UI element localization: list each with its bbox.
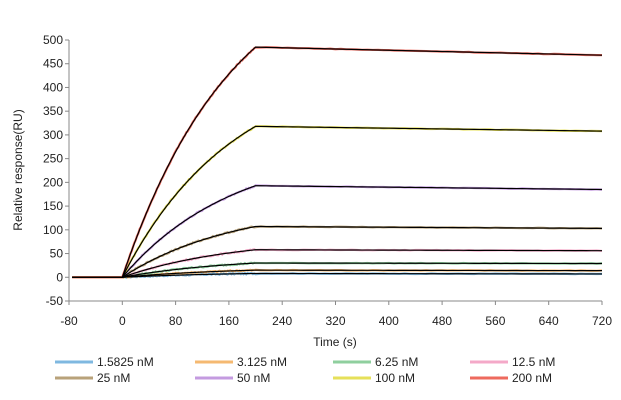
legend-label: 25 nM — [97, 371, 130, 385]
y-tick-label: -50 — [46, 294, 64, 308]
x-tick-label: 480 — [432, 314, 452, 328]
legend-label: 100 nM — [375, 371, 415, 385]
y-tick-label: 100 — [43, 223, 63, 237]
y-tick-label: 350 — [43, 104, 63, 118]
x-tick-label: 240 — [272, 314, 292, 328]
y-tick-label: 300 — [43, 128, 63, 142]
x-tick-label: 640 — [539, 314, 559, 328]
y-tick-label: 250 — [43, 152, 63, 166]
x-tick-label: 0 — [119, 314, 126, 328]
x-tick-label: 720 — [592, 314, 612, 328]
y-tick-label: 500 — [43, 33, 63, 47]
legend-label: 1.5825 nM — [97, 355, 154, 369]
legend-label: 200 nM — [512, 371, 552, 385]
y-tick-label: 50 — [50, 247, 64, 261]
legend-label: 12.5 nM — [512, 355, 555, 369]
x-tick-label: 560 — [485, 314, 505, 328]
y-ticks: -50 0 50 100 150 200 250 300 350 400 450 500 — [43, 33, 69, 308]
fit-line-5 — [72, 225, 603, 278]
x-ticks: -80 0 80 160 240 320 400 480 560 640 720 — [60, 301, 612, 328]
fit-line-1 — [72, 272, 603, 278]
y-tick-label: 0 — [56, 270, 63, 284]
legend-label: 3.125 nM — [237, 355, 287, 369]
x-tick-label: -80 — [60, 314, 78, 328]
fit-line-2 — [72, 269, 603, 278]
y-tick-label: 400 — [43, 80, 63, 94]
fit-line-8 — [72, 46, 603, 278]
fit-line-3 — [72, 262, 603, 278]
x-tick-label: 160 — [219, 314, 239, 328]
fit-line-6 — [72, 185, 603, 278]
y-axis-title: Relative response(RU) — [11, 109, 25, 230]
y-tick-label: 200 — [43, 175, 63, 189]
series-line-8 — [72, 46, 603, 279]
legend-label: 6.25 nM — [375, 355, 418, 369]
fit-line-7 — [72, 125, 603, 278]
x-tick-label: 400 — [379, 314, 399, 328]
x-tick-label: 320 — [325, 314, 345, 328]
y-tick-label: 450 — [43, 57, 63, 71]
plot-lines — [72, 46, 603, 279]
y-tick-label: 150 — [43, 199, 63, 213]
x-tick-label: 80 — [169, 314, 183, 328]
legend: 1.5825 nM 3.125 nM 6.25 nM 12.5 nM 25 nM 50 n… — [55, 355, 555, 385]
legend-label: 50 nM — [237, 371, 270, 385]
x-axis-title: Time (s) — [313, 335, 357, 349]
fit-line-4 — [72, 249, 603, 278]
